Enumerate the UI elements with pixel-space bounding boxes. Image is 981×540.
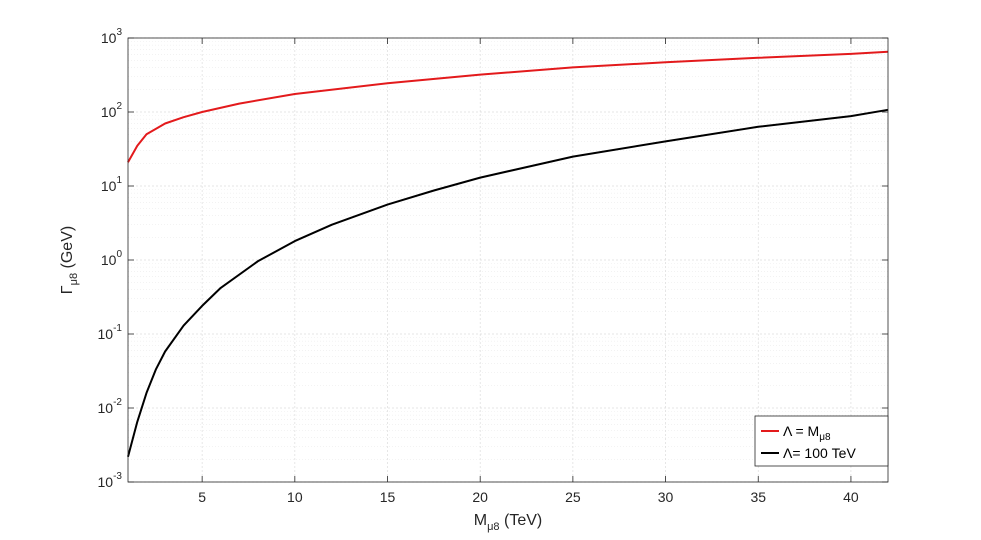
legend-entry-lambda-equals-mass: Λ = Mμ8 [783, 423, 831, 443]
series-line-1 [127, 108, 889, 457]
x-axis-label-sub: μ8 [487, 521, 499, 533]
x-axis-label: Mμ8 (TeV) [474, 512, 542, 533]
y-axis-label-sub: μ8 [68, 273, 80, 285]
y-axis-label-main: Γ [59, 285, 76, 294]
series-lines [127, 50, 889, 457]
x-tick-label: 5 [198, 489, 206, 505]
x-tick-label: 35 [750, 489, 766, 505]
x-tick-label: 30 [658, 489, 674, 505]
y-tick-label: 10-3 [98, 471, 123, 490]
legend: Λ = Mμ8 Λ= 100 TeV [754, 415, 889, 467]
y-tick-label: 10-2 [98, 397, 123, 416]
x-tick-label: 25 [565, 489, 581, 505]
y-tick-label: 10-1 [98, 323, 123, 342]
x-tick-label: 15 [380, 489, 396, 505]
x-tick-label: 20 [472, 489, 488, 505]
y-tick-label: 101 [101, 175, 123, 194]
y-axis-label-suffix: (GeV) [59, 226, 76, 273]
axis-ticks: 5 10 15 20 25 30 35 40 10-3 10-2 10-1 100 101 102 103 [98, 27, 888, 505]
legend-entry-0-sub: μ8 [819, 432, 831, 443]
x-axis-label-suffix: (TeV) [500, 512, 543, 529]
y-axis-label: Γμ8 (GeV) [59, 226, 80, 294]
legend-entry-1-main: Λ= 100 TeV [783, 445, 856, 461]
y-tick-label: 100 [101, 249, 123, 268]
legend-entry-0-main: Λ = M [783, 423, 819, 439]
grid [128, 37, 888, 483]
x-axis-label-main: M [474, 512, 487, 529]
y-tick-label: 102 [101, 101, 123, 120]
y-tick-label: 103 [101, 27, 123, 46]
x-tick-label: 10 [287, 489, 303, 505]
series-line-0 [127, 50, 889, 163]
x-tick-label: 40 [843, 489, 859, 505]
legend-entry-lambda-100-tev: Λ= 100 TeV [783, 445, 856, 461]
legend-box [754, 415, 889, 467]
